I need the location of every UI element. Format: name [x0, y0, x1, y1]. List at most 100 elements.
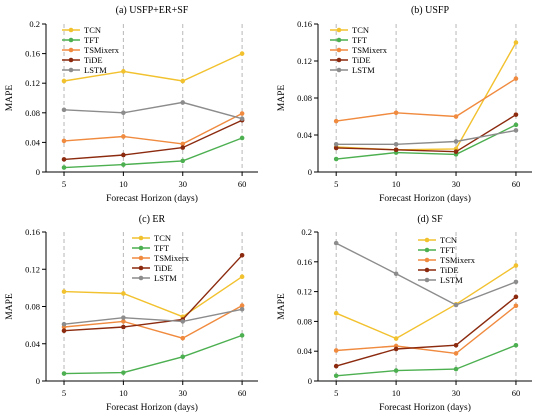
data-point-tft-60 — [513, 122, 519, 128]
data-point-lstm-30 — [453, 139, 459, 144]
data-point-lstm-60 — [513, 279, 519, 285]
legend-label-tft: TFT — [84, 35, 100, 45]
data-point-tft-30 — [180, 354, 186, 360]
legend-marker-tft — [336, 37, 342, 43]
data-point-tft-5 — [61, 371, 67, 376]
data-point-tcn-60 — [513, 263, 519, 268]
x-tick-label: 30 — [452, 179, 461, 189]
data-point-tide-10 — [393, 147, 399, 153]
y-tick-label: 0.12 — [25, 78, 40, 88]
data-point-tft-30 — [453, 366, 459, 372]
y-tick-label: 0.2 — [301, 227, 312, 237]
legend-label-tide: TiDE — [154, 263, 173, 273]
data-point-tsmixerx-5 — [61, 138, 67, 144]
data-point-lstm-60 — [239, 116, 245, 122]
series-line-tcn — [335, 264, 517, 340]
legend-label-lstm: LSTM — [154, 273, 177, 283]
chart-title: (a) USFP+ER+SF — [116, 5, 189, 16]
x-tick-label: 30 — [178, 179, 187, 189]
series-line-tft — [336, 124, 517, 160]
y-tick-label: 0.08 — [25, 302, 40, 312]
series-line-tsmixerx — [63, 112, 243, 145]
data-point-tide-10 — [121, 324, 126, 330]
data-point-lstm-30 — [180, 319, 186, 324]
data-point-lstm-5 — [61, 107, 67, 113]
data-point-tft-10 — [121, 162, 126, 167]
series-line-tft — [63, 137, 243, 169]
legend-label-tft: TFT — [440, 245, 456, 255]
data-point-lstm-5 — [333, 240, 339, 246]
data-point-tsmixerx-60 — [513, 303, 519, 309]
data-point-tft-5 — [333, 156, 339, 162]
data-point-tft-30 — [180, 158, 186, 164]
legend-label-tcn: TCN — [154, 233, 171, 243]
data-point-tsmixerx-30 — [453, 114, 459, 119]
data-point-tsmixerx-10 — [121, 134, 126, 139]
legend-marker-tft — [138, 245, 144, 251]
data-point-lstm-10 — [121, 315, 126, 320]
legend-marker-tsmixerx — [424, 257, 430, 263]
legend-marker-tft — [424, 247, 430, 253]
data-point-tide-30 — [180, 145, 186, 150]
data-point-tide-5 — [333, 145, 339, 151]
data-point-tsmixerx-5 — [333, 348, 339, 353]
x-tick-label: 30 — [178, 388, 187, 398]
data-point-tcn-30 — [180, 78, 186, 84]
y-axis-label: MAPE — [277, 85, 287, 112]
legend-label-lstm: LSTM — [84, 65, 107, 75]
x-tick-label: 10 — [392, 388, 401, 398]
series-line-lstm — [336, 129, 517, 146]
data-point-tcn-5 — [61, 289, 67, 294]
data-point-tsmixerx-60 — [513, 76, 519, 81]
y-tick-label: 0.12 — [297, 56, 312, 66]
y-axis-label: MAPE — [5, 293, 15, 320]
legend-marker-tsmixerx — [138, 255, 144, 261]
data-point-tft-10 — [121, 370, 126, 375]
x-axis-label: Forecast Horizon (days) — [106, 402, 198, 413]
data-point-tcn-10 — [121, 69, 126, 74]
chart-title: (c) ER — [139, 214, 166, 225]
y-tick-label: 0.04 — [25, 137, 41, 147]
x-tick-label: 5 — [334, 179, 338, 189]
legend-marker-lstm — [336, 67, 342, 73]
data-point-tcn-10 — [393, 336, 399, 341]
data-point-tcn-60 — [513, 40, 519, 45]
legend-label-tide: TiDE — [352, 55, 371, 65]
data-point-tcn-5 — [61, 78, 67, 84]
legend-marker-tsmixerx — [336, 47, 342, 53]
legend-label-tide: TiDE — [84, 55, 103, 65]
x-tick-label: 60 — [512, 179, 521, 189]
data-point-tft-60 — [239, 135, 245, 141]
chart-panel-2: (c) ER 0 0.04 0.08 0.12 0.16 5 10 30 60 Forecast H… — [5, 214, 258, 413]
x-axis-label: Forecast Horizon (days) — [379, 402, 471, 413]
legend-marker-tide — [138, 265, 144, 271]
y-tick-label: 0.16 — [297, 257, 312, 267]
chart-title: (d) SF — [417, 214, 443, 225]
legend-marker-tcn — [138, 235, 144, 241]
data-point-tft-60 — [239, 333, 245, 338]
series-line-tide — [63, 254, 243, 332]
legend-marker-tcn — [424, 237, 430, 243]
series-line-lstm — [335, 242, 517, 306]
data-point-tsmixerx-5 — [333, 118, 339, 124]
x-tick-label: 10 — [119, 179, 128, 189]
y-tick-label: 0 — [308, 376, 312, 386]
data-point-lstm-30 — [180, 100, 186, 105]
series-line-tide — [336, 114, 517, 153]
data-point-tide-30 — [453, 149, 459, 154]
data-point-tide-5 — [333, 363, 339, 369]
data-point-lstm-10 — [393, 271, 399, 277]
x-axis-label: Forecast Horizon (days) — [379, 193, 471, 204]
chart-panel-0: (a) USFP+ER+SF 0 0.04 0.08 0.12 0.16 0.2 5 10 30 6… — [5, 5, 258, 204]
data-point-tide-30 — [453, 342, 459, 348]
data-point-lstm-5 — [333, 141, 339, 147]
series-line-tsmixerx — [336, 78, 517, 122]
y-axis-label: MAPE — [5, 85, 15, 112]
legend-marker-lstm — [138, 275, 144, 281]
data-point-lstm-30 — [453, 302, 459, 308]
legend-label-tcn: TCN — [352, 25, 369, 35]
legend-label-tsmixerx: TSMixerx — [154, 253, 190, 263]
data-point-tsmixerx-30 — [180, 141, 186, 147]
y-tick-label: 0.16 — [297, 19, 312, 29]
